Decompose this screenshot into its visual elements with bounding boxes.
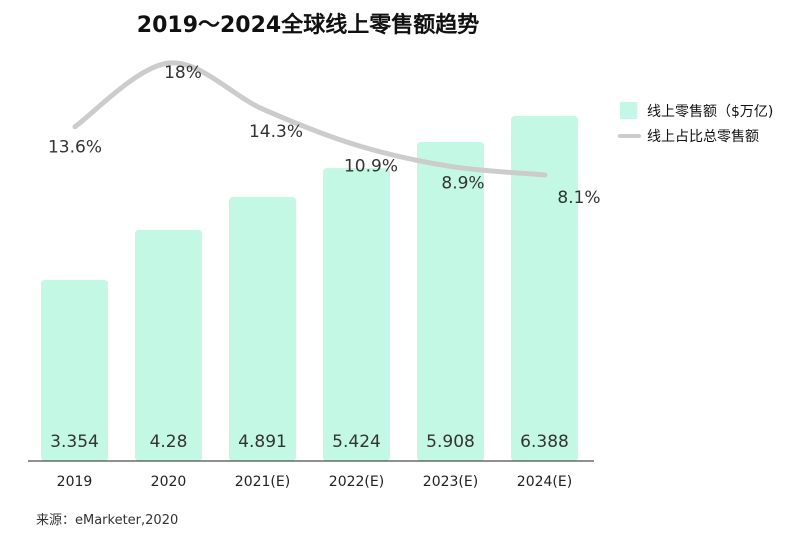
share-value-label-4: 8.9% bbox=[441, 173, 484, 193]
share-value-label-3: 10.9% bbox=[344, 156, 398, 176]
bar-value-label-4: 5.908 bbox=[426, 432, 475, 452]
chart-title: 2019～2024全球线上零售额趋势 bbox=[137, 12, 479, 38]
legend-label-line: 线上占比总零售额 bbox=[647, 129, 759, 145]
x-tick-label-1: 2020 bbox=[151, 474, 187, 490]
share-value-label-5: 8.1% bbox=[557, 188, 600, 208]
legend: 线上零售额（$万亿) 线上占比总零售额 bbox=[618, 102, 773, 145]
bar-value-label-1: 4.28 bbox=[150, 432, 188, 452]
x-tick-label-3: 2022(E) bbox=[329, 474, 384, 490]
bar-value-label-5: 6.388 bbox=[520, 432, 569, 452]
bar-4 bbox=[417, 141, 484, 461]
share-value-label-0: 13.6% bbox=[48, 138, 102, 158]
bars-layer bbox=[41, 116, 578, 462]
labels-layer: 3.354 4.28 4.891 5.424 5.908 6.388 13.6% 18% 14.… bbox=[48, 63, 601, 452]
bar-1 bbox=[135, 229, 202, 461]
x-tick-label-4: 2023(E) bbox=[423, 474, 478, 490]
share-line bbox=[72, 60, 548, 178]
bar-3 bbox=[323, 168, 390, 461]
source-note: 来源：eMarketer,2020 bbox=[36, 513, 178, 528]
share-value-label-1: 18% bbox=[164, 63, 202, 83]
share-value-label-2: 14.3% bbox=[249, 122, 303, 142]
x-tick-label-2: 2021(E) bbox=[235, 474, 290, 490]
legend-swatch-bar bbox=[620, 102, 637, 119]
x-axis-ticks: 2019 2020 2021(E) 2022(E) 2023(E) 2024(E) bbox=[57, 474, 573, 490]
bar-value-label-0: 3.354 bbox=[50, 432, 99, 452]
bar-2 bbox=[229, 196, 296, 462]
x-tick-label-0: 2019 bbox=[57, 474, 93, 490]
bar-value-label-2: 4.891 bbox=[238, 432, 287, 452]
bar-5 bbox=[511, 116, 578, 461]
legend-label-bar: 线上零售额（$万亿) bbox=[647, 104, 773, 120]
x-tick-label-5: 2024(E) bbox=[517, 474, 572, 490]
bar-0 bbox=[41, 279, 108, 461]
line-layer bbox=[72, 60, 548, 178]
bar-value-label-3: 5.424 bbox=[332, 432, 381, 452]
